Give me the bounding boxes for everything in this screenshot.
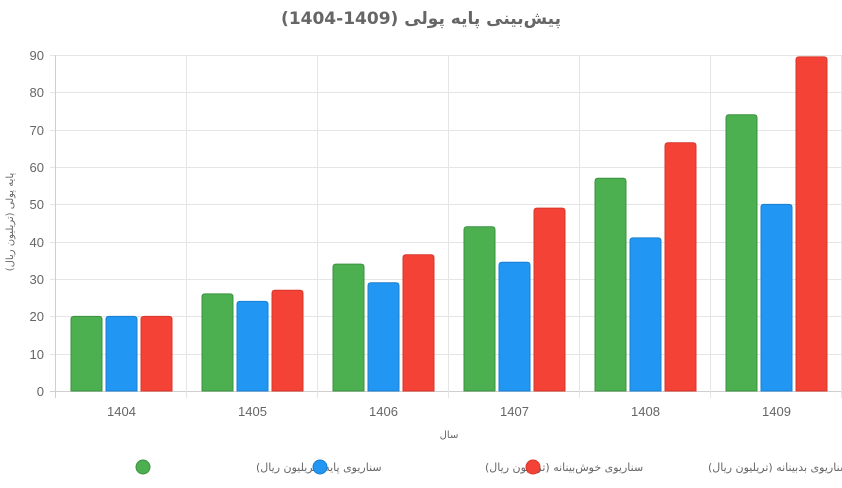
bar-1407-series-2[interactable] bbox=[533, 207, 566, 392]
x-axis-title: سال bbox=[440, 430, 459, 441]
bar-1406-series-0[interactable] bbox=[332, 263, 365, 392]
legend-swatch-icon bbox=[135, 459, 151, 475]
legend: سناریوی پایه (تریلیون ریال) سناریوی خوش‌ب… bbox=[135, 459, 842, 475]
bar-1404-series-1[interactable] bbox=[105, 315, 138, 392]
y-axis-ticks: 0 10 20 30 40 50 60 70 80 90 bbox=[30, 48, 44, 399]
x-tick-label: 1408 bbox=[631, 404, 660, 419]
y-tick-label: 90 bbox=[30, 48, 44, 63]
y-tick-label: 60 bbox=[30, 160, 44, 175]
bar-1405-series-1[interactable] bbox=[236, 300, 269, 392]
x-tick-label: 1404 bbox=[107, 404, 136, 419]
bar-1405-series-0[interactable] bbox=[201, 293, 234, 392]
bar-1408-series-1[interactable] bbox=[629, 237, 662, 392]
legend-item-2[interactable]: سناریوی بدبینانه (تریلیون ریال) bbox=[525, 459, 842, 475]
bar-1409-series-1[interactable] bbox=[760, 203, 793, 392]
bars bbox=[70, 56, 828, 392]
y-tick-label: 20 bbox=[30, 309, 44, 324]
y-tick-label: 50 bbox=[30, 197, 44, 212]
y-tick-label: 30 bbox=[30, 272, 44, 287]
legend-label: سناریوی خوش‌بینانه (تریلیون ریال) bbox=[485, 461, 643, 474]
bar-1408-series-0[interactable] bbox=[594, 177, 627, 392]
y-tick-label: 70 bbox=[30, 123, 44, 138]
bar-1409-series-0[interactable] bbox=[725, 114, 758, 392]
bar-1406-series-2[interactable] bbox=[402, 254, 435, 392]
x-axis-ticks: 1404 1405 1406 1407 1408 1409 bbox=[107, 404, 791, 419]
y-tick-label: 40 bbox=[30, 235, 44, 250]
bar-1408-series-2[interactable] bbox=[664, 142, 697, 392]
bar-1404-series-2[interactable] bbox=[140, 315, 173, 392]
bar-1405-series-2[interactable] bbox=[271, 289, 304, 392]
y-tick-label: 80 bbox=[30, 85, 44, 100]
bar-1409-series-2[interactable] bbox=[795, 56, 828, 392]
x-tick-label: 1405 bbox=[238, 404, 267, 419]
x-tick-label: 1407 bbox=[500, 404, 529, 419]
legend-swatch-icon bbox=[312, 459, 328, 475]
bar-1406-series-1[interactable] bbox=[367, 282, 400, 392]
y-tick-label: 10 bbox=[30, 347, 44, 362]
bar-1407-series-1[interactable] bbox=[498, 261, 531, 392]
y-axis-title: پایه پولی (تریلیون ریال) bbox=[5, 173, 16, 272]
x-tick-label: 1409 bbox=[762, 404, 791, 419]
legend-item-0[interactable]: سناریوی پایه (تریلیون ریال) bbox=[135, 459, 382, 475]
bar-1404-series-0[interactable] bbox=[70, 315, 103, 392]
y-tick-label: 0 bbox=[37, 384, 44, 399]
legend-label: سناریوی بدبینانه (تریلیون ریال) bbox=[708, 461, 842, 474]
gridlines bbox=[50, 55, 842, 398]
bar-1407-series-0[interactable] bbox=[463, 226, 496, 392]
x-tick-label: 1406 bbox=[369, 404, 398, 419]
chart-title: پیش‌بینی پایه پولی (1409-1404) bbox=[281, 9, 561, 29]
legend-swatch-icon bbox=[525, 459, 541, 475]
legend-item-1[interactable]: سناریوی خوش‌بینانه (تریلیون ریال) bbox=[312, 459, 643, 475]
